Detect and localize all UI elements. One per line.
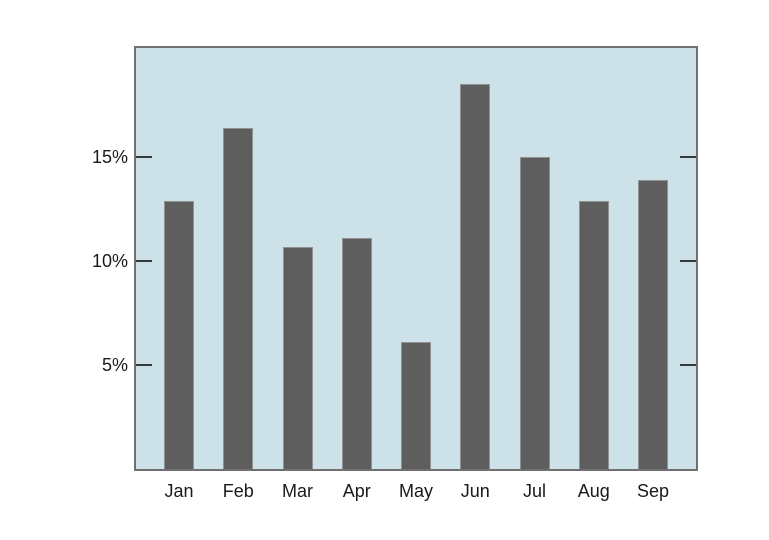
y-tick-right-5 [680,364,696,366]
y-tick-right-10 [680,260,696,262]
bar-may [401,342,431,469]
bar-jul [520,157,550,469]
y-tick-right-15 [680,156,696,158]
y-tick-left-10 [136,260,152,262]
x-tick-label-may: May [398,481,434,501]
y-tick-label-5: 5% [101,355,128,375]
x-tick-label-jan: Jan [164,481,194,501]
x-tick-label-mar: Mar [282,481,313,501]
bar-sep [638,180,668,469]
bar-mar [283,247,313,469]
y-tick-label-10: 10% [91,251,128,271]
x-tick-label-feb: Feb [222,481,254,501]
x-tick-label-aug: Aug [577,481,610,501]
bar-jan [164,201,194,469]
y-tick-left-5 [136,364,152,366]
bar-aug [579,201,609,469]
plot-area [134,46,698,471]
y-tick-left-15 [136,156,152,158]
y-tick-label-15: 15% [91,147,128,167]
x-tick-label-jun: Jun [460,481,490,501]
x-tick-label-sep: Sep [636,481,670,501]
x-tick-label-jul: Jul [522,481,547,501]
bar-feb [223,128,253,469]
x-tick-label-apr: Apr [342,481,371,501]
bar-apr [342,238,372,469]
bar-jun [460,84,490,469]
